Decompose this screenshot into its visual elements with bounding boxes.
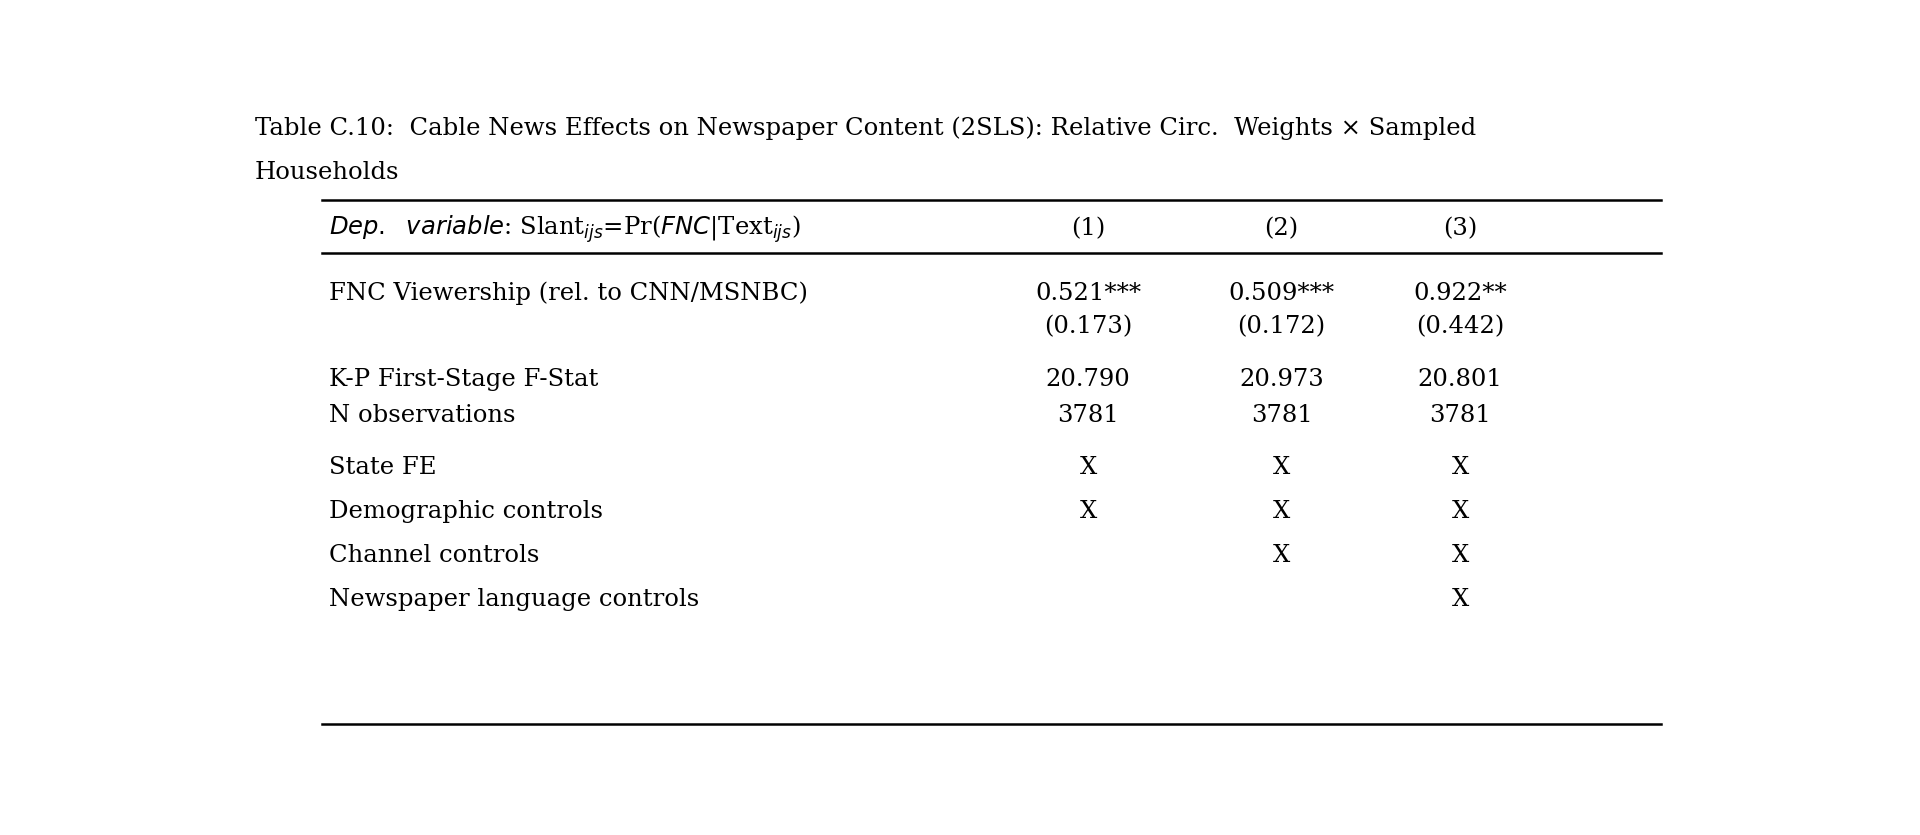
- Text: (0.172): (0.172): [1238, 315, 1325, 338]
- Text: (3): (3): [1444, 217, 1476, 240]
- Text: 20.973: 20.973: [1238, 368, 1325, 392]
- Text: X: X: [1452, 544, 1469, 567]
- Text: FNC Viewership (rel. to CNN/MSNBC): FNC Viewership (rel. to CNN/MSNBC): [330, 281, 808, 305]
- Text: X: X: [1452, 588, 1469, 610]
- Text: X: X: [1452, 457, 1469, 479]
- Text: N observations: N observations: [330, 404, 516, 427]
- Text: 3781: 3781: [1250, 404, 1313, 427]
- Text: (0.173): (0.173): [1044, 315, 1133, 338]
- Text: X: X: [1079, 457, 1096, 479]
- Text: X: X: [1273, 544, 1290, 567]
- Text: 20.790: 20.790: [1046, 368, 1131, 392]
- Text: X: X: [1452, 500, 1469, 524]
- Text: Newspaper language controls: Newspaper language controls: [330, 588, 699, 610]
- Text: (2): (2): [1265, 217, 1298, 240]
- Text: Demographic controls: Demographic controls: [330, 500, 603, 524]
- Text: 0.509***: 0.509***: [1229, 281, 1334, 305]
- Text: X: X: [1273, 457, 1290, 479]
- Text: X: X: [1273, 500, 1290, 524]
- Text: K-P First-Stage F-Stat: K-P First-Stage F-Stat: [330, 368, 599, 392]
- Text: 0.922**: 0.922**: [1413, 281, 1507, 305]
- Text: 3781: 3781: [1058, 404, 1119, 427]
- Text: 3781: 3781: [1428, 404, 1492, 427]
- Text: State FE: State FE: [330, 457, 438, 479]
- Text: Channel controls: Channel controls: [330, 544, 540, 567]
- Text: $\mathit{Dep.}$  $\mathit{variable}$: Slant$_{ijs}$=Pr($\mathit{FNC}$|Text$_{ijs: $\mathit{Dep.}$ $\mathit{variable}$: Sla…: [330, 213, 801, 245]
- Text: (1): (1): [1071, 217, 1106, 240]
- Text: 20.801: 20.801: [1417, 368, 1503, 392]
- Text: Table C.10:  Cable News Effects on Newspaper Content (2SLS): Relative Circ.  Wei: Table C.10: Cable News Effects on Newspa…: [255, 116, 1476, 139]
- Text: Households: Households: [255, 161, 399, 185]
- Text: X: X: [1079, 500, 1096, 524]
- Text: 0.521***: 0.521***: [1035, 281, 1140, 305]
- Text: (0.442): (0.442): [1417, 315, 1503, 338]
